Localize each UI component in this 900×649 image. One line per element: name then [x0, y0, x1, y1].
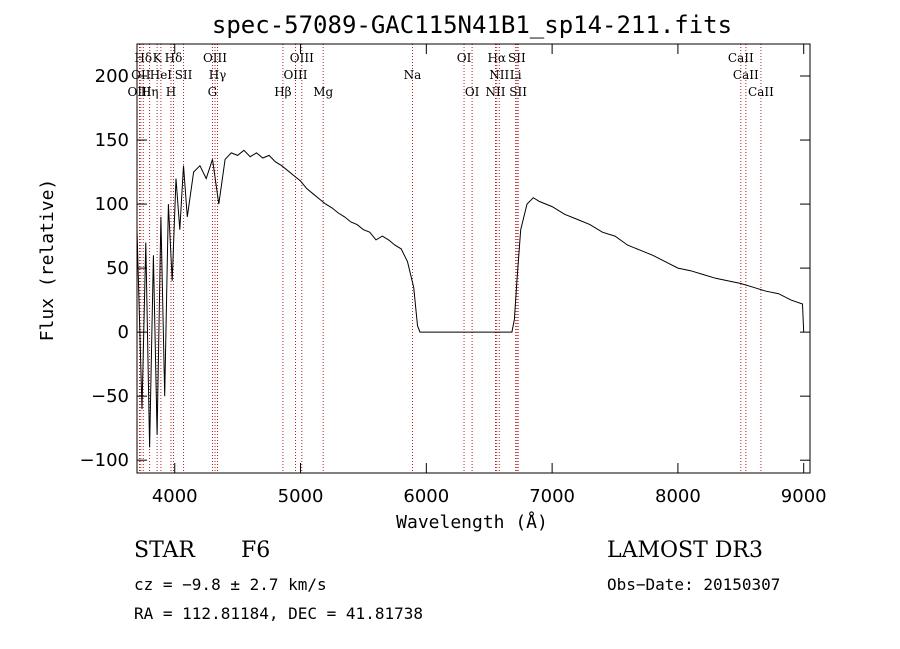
line-label: OIII [127, 85, 151, 99]
line-label: OIII [290, 51, 314, 65]
line-label: HeI [150, 68, 173, 82]
line-label: Hα [487, 51, 506, 65]
line-label: OII [131, 68, 151, 82]
x-tick-label: 5000 [278, 486, 324, 507]
obs-date: Obs−Date: 20150307 [607, 575, 781, 594]
coordinates: RA = 112.81184, DEC = 41.81738 [134, 604, 423, 623]
line-label: Hδ [165, 51, 183, 65]
line-label: CaII [728, 51, 754, 65]
y-axis-label: Flux (relative) [37, 179, 58, 342]
object-type: STAR [134, 538, 195, 563]
line-label: SII [508, 51, 526, 65]
line-label: NII [489, 68, 509, 82]
x-tick-label: 6000 [403, 486, 449, 507]
line-label: OI [457, 51, 472, 65]
line-label: Hγ [209, 68, 227, 82]
line-label: K [153, 51, 163, 65]
x-tick-label: 7000 [529, 486, 575, 507]
x-tick-label: 9000 [781, 486, 827, 507]
line-label: Mg [313, 85, 333, 99]
line-label: G [208, 85, 218, 99]
chart-title: spec-57089-GAC115N41B1_sp14-211.fits [212, 11, 732, 39]
x-axis-label: Wavelength (Å) [396, 511, 548, 533]
y-tick-label: 200 [95, 66, 129, 87]
line-label: OIII [283, 68, 307, 82]
object-subclass: F6 [241, 538, 271, 563]
line-label: OI [465, 85, 480, 99]
line-label: Hβ [274, 85, 291, 99]
x-tick-label: 4000 [152, 486, 198, 507]
line-label: NII [486, 85, 506, 99]
line-label: Hη [141, 85, 159, 99]
y-tick-label: 150 [95, 130, 129, 151]
plot-frame [136, 43, 811, 474]
line-label: H [166, 85, 176, 99]
line-label: Li [510, 68, 522, 82]
x-tick-label: 8000 [655, 486, 701, 507]
spectrum-line-0 [136, 149, 805, 448]
line-label: Na [404, 68, 422, 82]
y-tick-label: −50 [91, 386, 129, 407]
redshift-info: cz = −9.8 ± 2.7 km/s [134, 575, 327, 594]
line-label: CaII [748, 85, 774, 99]
axis-ticks: 4000 5000 6000 7000 8000 9000 −100 −50 0 50 100 150… [80, 44, 827, 507]
line-label: SII [509, 85, 527, 99]
y-tick-label: −100 [80, 450, 129, 471]
line-label: SII [175, 68, 193, 82]
line-label: CaII [733, 68, 759, 82]
y-tick-label: 50 [106, 258, 129, 279]
survey-label: LAMOST DR3 [607, 538, 763, 563]
y-tick-label: 0 [118, 322, 129, 343]
spectrum-series [136, 149, 805, 448]
y-tick-label: 100 [95, 194, 129, 215]
line-label: Hδ [134, 51, 152, 65]
line-label: OIII [203, 51, 227, 65]
